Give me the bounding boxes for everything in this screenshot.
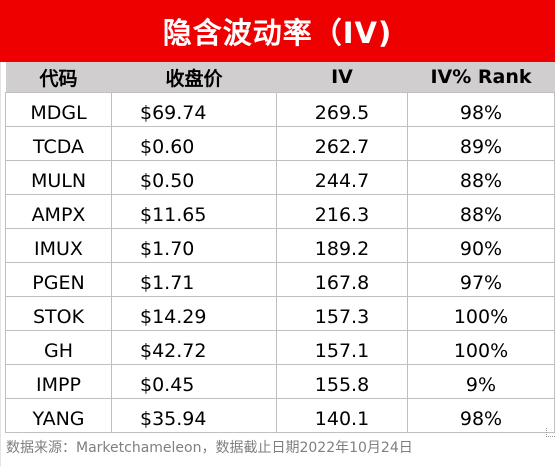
ticker-cell: STOK xyxy=(5,296,112,331)
close-cell: $42.72 xyxy=(111,330,277,365)
table-row: IMUX $1.70 189.2 90% xyxy=(5,228,555,263)
table-row: IMPP $0.45 155.8 9% xyxy=(5,364,555,399)
header-row: 代码 收盘价 IV IV% Rank xyxy=(5,62,555,93)
close-cell: $0.60 xyxy=(111,126,277,161)
ticker-cell: AMPX xyxy=(5,194,112,229)
table-row: TCDA $0.60 262.7 89% xyxy=(5,126,555,161)
ticker-cell: IMUX xyxy=(5,228,112,263)
table-row: MULN $0.50 244.7 88% xyxy=(5,160,555,195)
table-row: YANG $35.94 140.1 98% xyxy=(5,398,555,433)
iv-table: 代码 收盘价 IV IV% Rank MDGL $69.74 269.5 98%… xyxy=(5,62,555,433)
table-title: 隐含波动率（IV) xyxy=(0,0,555,62)
ticker-cell: GH xyxy=(5,330,112,365)
close-cell: $69.74 xyxy=(111,92,277,127)
rank-cell: 9% xyxy=(407,364,555,399)
rank-cell: 98% xyxy=(407,398,555,433)
table-row: GH $42.72 157.1 100% xyxy=(5,330,555,365)
ticker-cell: YANG xyxy=(5,398,112,433)
close-cell: $1.71 xyxy=(111,262,277,297)
rank-cell: 100% xyxy=(407,330,555,365)
close-cell: $35.94 xyxy=(111,398,277,433)
selection-corner-marker xyxy=(546,428,555,437)
iv-cell: 157.1 xyxy=(276,330,408,365)
ticker-cell: MDGL xyxy=(5,92,112,127)
grid-edge xyxy=(0,62,1,466)
close-cell: $14.29 xyxy=(111,296,277,331)
ticker-cell: IMPP xyxy=(5,364,112,399)
source-note: 数据来源：Marketchameleon，数据截止日期2022年10月24日 xyxy=(6,440,413,456)
iv-cell: 189.2 xyxy=(276,228,408,263)
iv-cell: 269.5 xyxy=(276,92,408,127)
rank-cell: 89% xyxy=(407,126,555,161)
iv-cell: 167.8 xyxy=(276,262,408,297)
rank-cell: 88% xyxy=(407,160,555,195)
close-cell: $1.70 xyxy=(111,228,277,263)
iv-cell: 157.3 xyxy=(276,296,408,331)
col-header-rank: IV% Rank xyxy=(407,62,555,93)
close-cell: $0.50 xyxy=(111,160,277,195)
rank-cell: 97% xyxy=(407,262,555,297)
ticker-cell: PGEN xyxy=(5,262,112,297)
rank-cell: 100% xyxy=(407,296,555,331)
iv-cell: 140.1 xyxy=(276,398,408,433)
col-header-ticker: 代码 xyxy=(5,62,112,93)
iv-cell: 244.7 xyxy=(276,160,408,195)
table-row: PGEN $1.71 167.8 97% xyxy=(5,262,555,297)
ticker-cell: TCDA xyxy=(5,126,112,161)
close-cell: $0.45 xyxy=(111,364,277,399)
table-row: STOK $14.29 157.3 100% xyxy=(5,296,555,331)
rank-cell: 88% xyxy=(407,194,555,229)
iv-cell: 216.3 xyxy=(276,194,408,229)
close-cell: $11.65 xyxy=(111,194,277,229)
col-header-close: 收盘价 xyxy=(111,62,277,93)
iv-cell: 262.7 xyxy=(276,126,408,161)
table-row: AMPX $11.65 216.3 88% xyxy=(5,194,555,229)
ticker-cell: MULN xyxy=(5,160,112,195)
rank-cell: 98% xyxy=(407,92,555,127)
col-header-iv: IV xyxy=(276,62,408,93)
iv-cell: 155.8 xyxy=(276,364,408,399)
table-row: MDGL $69.74 269.5 98% xyxy=(5,92,555,127)
rank-cell: 90% xyxy=(407,228,555,263)
